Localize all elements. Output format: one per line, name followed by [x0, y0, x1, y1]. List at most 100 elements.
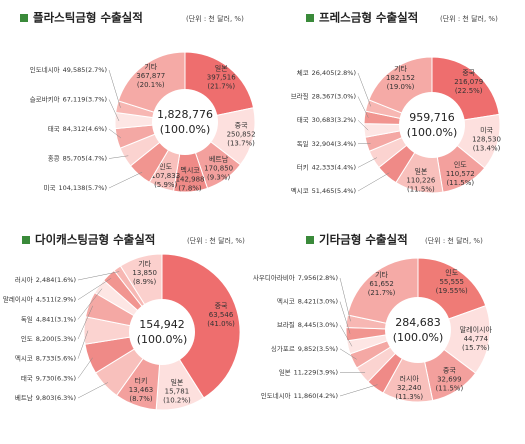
unit-label: (단위 : 천 달러, %) [187, 236, 245, 245]
slice-label-categories: 말레이시아 [460, 325, 493, 334]
outside-label-categories: 사우디아라비아 [253, 273, 295, 282]
outside-label: 터키 42,333(4.4%) [297, 162, 356, 171]
leader-line [339, 325, 353, 347]
outside-label: 사우디아라비아 7,956(2.8%) [253, 273, 338, 282]
outside-label-share-labels: (3.0%) [316, 321, 338, 329]
outside-label: 태국 84,312(4.6%) [48, 125, 107, 133]
slice-label-value-labels: 55,555 [439, 278, 464, 286]
outside-label-value-labels: 8,421 [298, 298, 317, 306]
title-marker [306, 236, 314, 244]
outside-label: 독일 4,841(3.1%) [21, 314, 76, 323]
slice-label-categories: 일본 [414, 166, 427, 175]
slice-label-share-labels: (8.7%) [129, 395, 153, 403]
slice-label-share-labels: (41.0%) [207, 320, 235, 328]
slice-label-categories: 터키 [135, 376, 148, 385]
slice-label-categories: 멕시코 [180, 165, 200, 174]
slice-label: 베트남 170,850 (9.3%) [204, 155, 233, 182]
donut-hole [385, 297, 451, 363]
slice-label-categories: 인도 [445, 268, 458, 277]
leader-line [77, 288, 103, 320]
outside-label: 인도 8,200(5.3%) [21, 334, 76, 343]
outside-label-share-labels: (3.4%) [334, 140, 356, 148]
outside-label-share-labels: (4.7%) [85, 155, 107, 163]
slice-label-categories: 중국 [462, 69, 475, 77]
leader-line [357, 96, 369, 118]
slice-label-categories: 기타 [394, 64, 407, 73]
leader-line [77, 271, 120, 281]
center-share: (100.0%) [407, 126, 458, 139]
outside-label-share-labels: (5.7%) [85, 184, 107, 192]
outside-label: 태국 9,730(6.3%) [21, 374, 76, 382]
outside-label-categories: 일본 [279, 367, 291, 376]
slice-label: 말레이시아 44,774 (15.7%) [460, 325, 493, 352]
outside-label: 싱가포르 9,852(3.5%) [271, 344, 338, 353]
leader-line [77, 330, 89, 359]
slice-label-categories: 인도 [159, 162, 172, 171]
outside-label-categories: 멕시코 [15, 354, 33, 363]
outside-label-categories: 싱가포르 [271, 344, 295, 353]
outside-label-share-labels: (1.6%) [54, 276, 76, 284]
outside-label: 말레이시아 4,511(2.9%) [3, 295, 76, 304]
unit-label: (단위 : 천 달러, %) [440, 14, 498, 23]
leader-line [108, 155, 129, 159]
slice-label-value-labels: 32,240 [397, 384, 422, 392]
outside-label-value-labels: 26,405 [312, 69, 335, 77]
outside-label-categories: 태국 [297, 116, 309, 124]
outside-label-value-labels: 8,200 [36, 335, 55, 343]
outside-label-value-labels: 9,803 [36, 394, 55, 402]
slice-label: 중국 32,699 (11.5%) [435, 366, 463, 392]
slice-label-share-labels: (11.3%) [395, 393, 423, 401]
slice-label-value-labels: 110,226 [406, 176, 435, 184]
unit-label: (단위 : 천 달러, %) [186, 14, 244, 23]
leader-line [357, 172, 390, 192]
outside-label-share-labels: (6.3%) [54, 394, 76, 402]
slice-label-share-labels: (19.55%) [436, 287, 468, 295]
slice-label-share-labels: (11.5%) [407, 185, 435, 193]
outside-label: 슬로바키아 67,119(3.7%) [30, 95, 107, 104]
outside-label: 홍콩 85,705(4.7%) [48, 154, 107, 163]
title-marker [22, 236, 30, 244]
leader-line [77, 305, 94, 340]
slice-label-value-labels: 128,530 [472, 136, 501, 144]
slice-label-categories: 인도 [454, 160, 467, 169]
outside-label: 멕시코 51,465(5.4%) [291, 186, 356, 195]
leader-line [357, 157, 378, 168]
outside-label-value-labels: 4,511 [36, 296, 55, 304]
outside-label-categories: 독일 [21, 314, 33, 323]
donut-hole [129, 299, 195, 365]
slice-label: 기타 367,877 (20.1%) [136, 62, 165, 89]
leader-line [108, 171, 143, 189]
outside-label-categories: 말레이시아 [3, 295, 33, 304]
center-share: (100.0%) [160, 123, 211, 136]
slice-label-share-labels: (19.0%) [387, 83, 415, 91]
slice-label-share-labels: (10.2%) [163, 397, 191, 405]
outside-label-value-labels: 7,956 [298, 274, 317, 282]
outside-label: 베트남 9,803(6.3%) [15, 393, 76, 402]
slice-label-share-labels: (11.5%) [446, 179, 474, 187]
slice-label-share-labels: (22.5%) [455, 87, 483, 95]
chart-title: 플라스틱금형 수출실적 [33, 11, 143, 25]
slice-label-value-labels: 397,516 [207, 73, 236, 81]
donut-hole [152, 89, 218, 155]
outside-label-value-labels: 11,860 [294, 392, 317, 400]
outside-label-categories: 독일 [297, 139, 309, 148]
slice-label-categories: 중국 [215, 302, 228, 310]
outside-label-share-labels: (3.0%) [334, 93, 356, 101]
outside-label-share-labels: (5.3%) [54, 335, 76, 343]
outside-label-categories: 체코 [297, 69, 309, 77]
center-share: (100.0%) [393, 331, 444, 344]
slice-label-value-labels: 110,572 [446, 170, 475, 178]
outside-label: 미국 104,138(5.7%) [44, 183, 107, 192]
slice-label-share-labels: (7.8%) [178, 184, 202, 192]
slice-label: 멕시코 142,988 (7.8%) [176, 165, 205, 192]
slice-label: 기타 61,652 (21.7%) [368, 270, 396, 297]
slice-label-value-labels: 61,652 [369, 280, 394, 288]
outside-label-share-labels: (3.7%) [85, 96, 107, 104]
center-share: (100.0%) [137, 333, 188, 346]
leader-line [77, 382, 109, 399]
outside-label-categories: 브라질 [277, 320, 295, 329]
slice-label-categories: 일본 [170, 378, 183, 387]
unit-label: (단위 : 천 달러, %) [425, 236, 483, 245]
slice-label-share-labels: (21.7%) [207, 82, 235, 90]
slice-label-value-labels: 32,699 [437, 375, 462, 383]
